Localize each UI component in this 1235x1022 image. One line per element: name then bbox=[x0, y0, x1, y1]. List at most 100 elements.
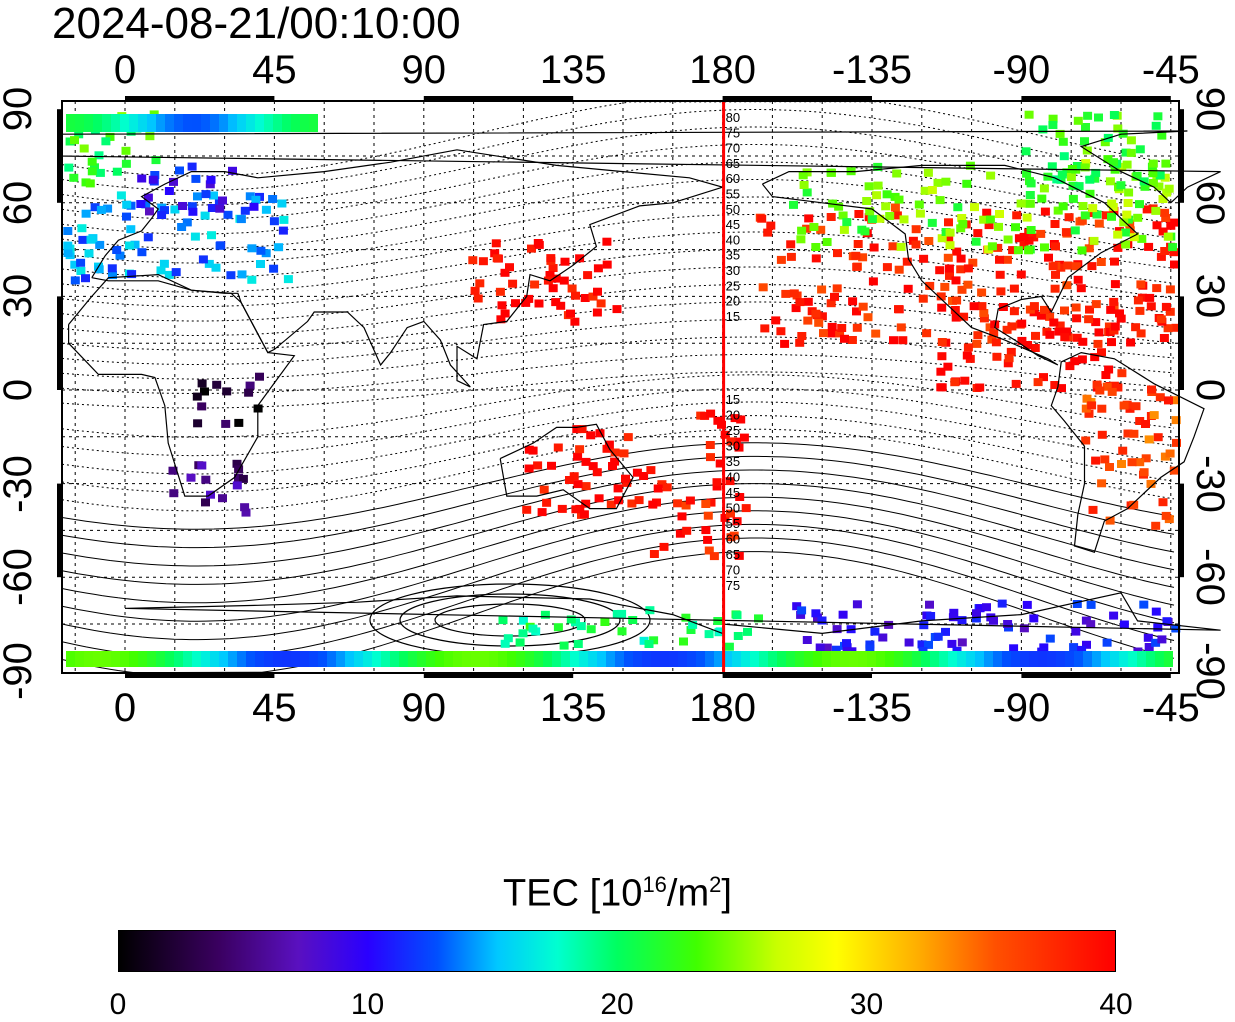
tec-cell bbox=[610, 448, 620, 457]
tec-cell bbox=[533, 239, 543, 247]
tec-cell bbox=[1049, 318, 1059, 327]
tec-cell bbox=[733, 632, 743, 640]
tec-cell bbox=[1100, 138, 1110, 147]
tec-cell bbox=[945, 241, 955, 250]
tec-cell bbox=[205, 180, 215, 189]
tec-cell bbox=[1160, 452, 1170, 461]
tec-cell bbox=[890, 203, 900, 212]
tec-cell bbox=[803, 316, 813, 325]
tec-cell bbox=[1090, 353, 1100, 362]
tec-cell bbox=[971, 614, 981, 623]
tec-cell bbox=[791, 304, 801, 313]
tec-cell bbox=[817, 285, 827, 294]
tec-cell bbox=[581, 499, 591, 508]
tec-cell bbox=[1100, 455, 1110, 464]
tec-cell bbox=[623, 433, 633, 442]
lat-tick-right: 90 bbox=[1188, 86, 1232, 132]
tec-cell bbox=[1060, 306, 1069, 315]
tec-cell bbox=[875, 214, 885, 223]
tec-cell bbox=[219, 114, 228, 132]
tec-cell bbox=[796, 235, 806, 244]
tec-cell bbox=[1085, 175, 1095, 184]
tec-cell bbox=[1067, 165, 1077, 173]
tec-cell bbox=[725, 477, 735, 486]
tec-cell bbox=[1024, 110, 1034, 119]
contour-line bbox=[61, 371, 1175, 409]
tec-cell bbox=[156, 651, 165, 667]
tec-cell bbox=[1058, 202, 1068, 211]
tec-cell bbox=[803, 297, 813, 306]
tec-cell bbox=[219, 651, 228, 667]
tec-cell bbox=[852, 262, 862, 271]
tec-cell bbox=[236, 215, 246, 224]
tec-cell bbox=[888, 242, 898, 251]
tec-cell bbox=[1105, 177, 1115, 186]
tec-cell bbox=[896, 242, 906, 251]
tec-cell bbox=[1104, 322, 1114, 331]
tec-cell bbox=[627, 499, 637, 508]
tec-cell bbox=[178, 202, 187, 210]
tec-cell bbox=[1064, 213, 1074, 222]
tec-cell bbox=[1153, 623, 1163, 632]
lon-tick-bottom: 90 bbox=[401, 686, 447, 730]
tec-cell bbox=[1082, 394, 1092, 403]
tec-cell bbox=[1158, 498, 1168, 507]
contour-line bbox=[61, 336, 1175, 380]
tec-cell bbox=[1148, 159, 1158, 168]
tec-cell bbox=[1040, 243, 1049, 252]
tec-cell bbox=[354, 651, 363, 667]
meridian-label: 50 bbox=[726, 501, 740, 516]
tec-cell bbox=[244, 388, 254, 397]
coastline bbox=[124, 592, 1221, 635]
tec-cell bbox=[1157, 131, 1167, 140]
tec-cell bbox=[1078, 337, 1088, 346]
tec-cell bbox=[1136, 329, 1146, 338]
tec-cell bbox=[995, 270, 1005, 279]
tec-cell bbox=[639, 636, 649, 645]
tec-cell bbox=[858, 651, 867, 667]
meridian-label: 30 bbox=[726, 263, 740, 278]
tec-cell bbox=[1068, 194, 1078, 203]
tec-cell bbox=[834, 202, 844, 211]
contour-line bbox=[61, 496, 1175, 604]
tec-cell bbox=[1083, 111, 1093, 120]
tec-cell bbox=[84, 651, 93, 667]
tec-cell bbox=[925, 281, 935, 290]
tec-cell bbox=[1116, 181, 1126, 190]
tec-cell bbox=[518, 629, 528, 638]
meridian-label: 70 bbox=[726, 141, 740, 156]
tec-cell bbox=[241, 508, 251, 517]
meridian-label: 40 bbox=[726, 232, 740, 247]
tec-cell bbox=[1107, 212, 1116, 221]
tec-cell bbox=[129, 651, 138, 667]
tec-cell bbox=[732, 611, 742, 620]
lon-tick-top: -45 bbox=[1141, 48, 1200, 92]
tec-cell bbox=[177, 223, 187, 231]
tec-cell bbox=[245, 381, 255, 390]
tec-cell bbox=[1097, 430, 1107, 439]
contour-line bbox=[61, 469, 1175, 567]
tec-cell bbox=[1072, 333, 1082, 342]
tec-cell bbox=[579, 651, 588, 667]
coastline bbox=[58, 130, 1221, 204]
tec-cell bbox=[1121, 148, 1131, 157]
tec-cell bbox=[851, 251, 861, 260]
magnetic-contours bbox=[61, 101, 1175, 674]
tec-cell bbox=[232, 481, 242, 490]
colorbar-tick-label: 30 bbox=[849, 988, 884, 1021]
tec-cell bbox=[1106, 305, 1116, 314]
tec-cell bbox=[247, 244, 257, 253]
tec-cell bbox=[826, 213, 836, 221]
tec-cell bbox=[651, 651, 660, 667]
tec-cell bbox=[1163, 232, 1173, 241]
tec-cell bbox=[81, 274, 90, 283]
tec-cell bbox=[876, 651, 885, 667]
tec-cell bbox=[621, 474, 630, 483]
tec-cell bbox=[1121, 228, 1130, 237]
tec-cell bbox=[470, 286, 480, 295]
tec-cell bbox=[77, 224, 87, 233]
tec-cell bbox=[1051, 270, 1060, 279]
tec-cell bbox=[835, 329, 845, 338]
tec-cell bbox=[84, 114, 93, 132]
tec-cell bbox=[210, 114, 219, 132]
